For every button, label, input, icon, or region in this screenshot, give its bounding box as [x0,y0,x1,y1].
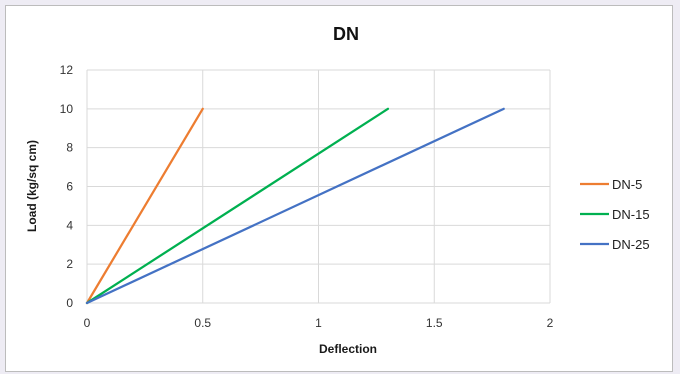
legend-entry-dn-25: DN-25 [580,237,650,252]
y-tick-label: 10 [60,102,74,116]
chart-frame [5,5,673,372]
legend: DN-5 DN-15 DN-25 [580,177,650,252]
legend-entry-dn-5: DN-5 [580,177,642,192]
y-tick-label: 2 [66,257,73,271]
y-tick-label: 12 [60,63,74,77]
x-tick-label: 0 [84,316,91,330]
x-tick-label: 1 [315,316,322,330]
x-axis-ticks: 0 0.5 1 1.5 2 [84,316,554,330]
y-tick-label: 4 [66,218,73,232]
y-tick-label: 6 [66,180,73,194]
x-axis-title: Deflection [319,342,377,356]
legend-entry-dn-15: DN-15 [580,207,650,222]
y-tick-label: 0 [66,296,73,310]
x-tick-label: 2 [547,316,554,330]
y-axis-ticks: 0 2 4 6 8 10 12 [60,63,74,310]
legend-label: DN-25 [612,237,650,252]
series-line-dn-5 [85,107,204,305]
series-line-dn-25 [85,107,505,305]
series-lines [85,107,505,305]
chart-title: DN [333,24,359,44]
legend-label: DN-5 [612,177,642,192]
legend-label: DN-15 [612,207,650,222]
y-tick-label: 8 [66,141,73,155]
series-line-dn-15 [85,107,390,305]
x-tick-label: 0.5 [194,316,211,330]
y-axis-title: Load (kg/sq cm) [25,140,39,232]
x-tick-label: 1.5 [426,316,443,330]
